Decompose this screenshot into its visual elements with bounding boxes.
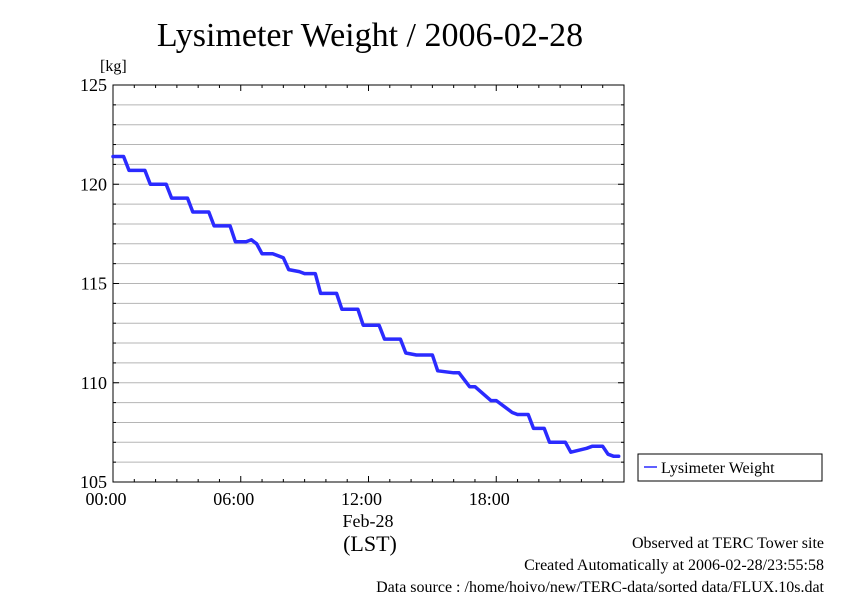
legend: Lysimeter Weight [637, 453, 823, 482]
series-line-lysimeter-weight [111, 154, 621, 458]
data-point [526, 413, 530, 416]
footer-observed-text: Observed at TERC Tower site [631, 535, 824, 552]
data-point [191, 210, 195, 214]
y-axis-unit-label: [kg] [100, 58, 127, 75]
data-point [431, 353, 434, 357]
y-tick-label: 125 [80, 75, 107, 95]
data-point [356, 308, 360, 311]
data-point [250, 238, 253, 242]
data-point [271, 252, 274, 255]
axis-ticks [112, 84, 625, 483]
data-point [228, 224, 232, 228]
data-point [542, 427, 546, 430]
data-point [244, 240, 248, 244]
data-point [516, 413, 519, 416]
data-point [212, 224, 216, 228]
data-point [404, 351, 407, 355]
data-point [489, 399, 493, 402]
legend-box [637, 453, 823, 482]
data-point [314, 272, 317, 275]
data-point [606, 453, 610, 456]
data-point [319, 292, 322, 295]
data-point [548, 441, 551, 444]
x-tick-label: 06:00 [213, 489, 254, 509]
data-point [399, 337, 402, 341]
data-point [415, 353, 418, 357]
x-axis-label: (LST) [343, 531, 397, 556]
footer-created-text: Created Automatically at 2006-02-28/23:5… [524, 557, 824, 574]
data-point [266, 252, 269, 255]
y-axis-tick-labels: 105 110 115 120 125 [80, 75, 107, 492]
data-point [564, 441, 567, 444]
data-point [511, 411, 514, 414]
data-point [298, 270, 301, 273]
data-point [186, 196, 189, 200]
data-point [361, 323, 365, 327]
data-point [617, 454, 620, 458]
grid-lines [113, 104, 624, 463]
data-point [234, 240, 237, 244]
data-point [207, 210, 211, 214]
chart-title: Lysimeter Weight / 2006-02-28 [157, 17, 583, 54]
data-point [473, 385, 477, 388]
x-tick-label: 18:00 [469, 489, 510, 509]
y-tick-label: 110 [81, 373, 107, 393]
data-point [170, 196, 173, 200]
data-point [122, 155, 125, 158]
data-point [143, 169, 147, 172]
data-point [111, 155, 115, 158]
data-point [340, 308, 344, 311]
data-point [127, 169, 131, 172]
data-point [377, 323, 381, 327]
y-tick-label: 105 [80, 472, 107, 492]
y-tick-label: 115 [81, 274, 107, 294]
y-tick-label: 120 [80, 174, 107, 194]
data-point [457, 371, 461, 375]
footer-source-text: Data source : /home/hoivo/new/TERC-data/… [376, 579, 824, 596]
data-point [596, 445, 599, 448]
data-point [601, 445, 604, 448]
data-point [383, 337, 386, 341]
x-axis-tick-labels: 00:00 06:00 12:00 18:00 [85, 489, 509, 509]
data-point [282, 256, 285, 259]
data-point [495, 399, 498, 402]
data-point [303, 272, 306, 275]
data-point [585, 447, 588, 450]
data-point [612, 454, 615, 458]
data-point [255, 242, 258, 245]
data-point [452, 371, 455, 375]
data-point [149, 183, 152, 186]
data-point [287, 268, 290, 271]
data-point [165, 183, 168, 186]
data-point [590, 445, 594, 448]
series-points [111, 155, 620, 458]
legend-entry-label: Lysimeter Weight [661, 460, 775, 477]
x-tick-label: 00:00 [85, 489, 126, 509]
data-point [532, 427, 535, 430]
data-point [436, 369, 439, 373]
data-point [420, 353, 423, 357]
data-point [468, 385, 471, 388]
data-point [335, 292, 338, 295]
data-point [260, 252, 264, 255]
x-axis-date-label: Feb-28 [343, 511, 394, 531]
data-point [569, 451, 572, 454]
x-tick-label: 12:00 [341, 489, 382, 509]
